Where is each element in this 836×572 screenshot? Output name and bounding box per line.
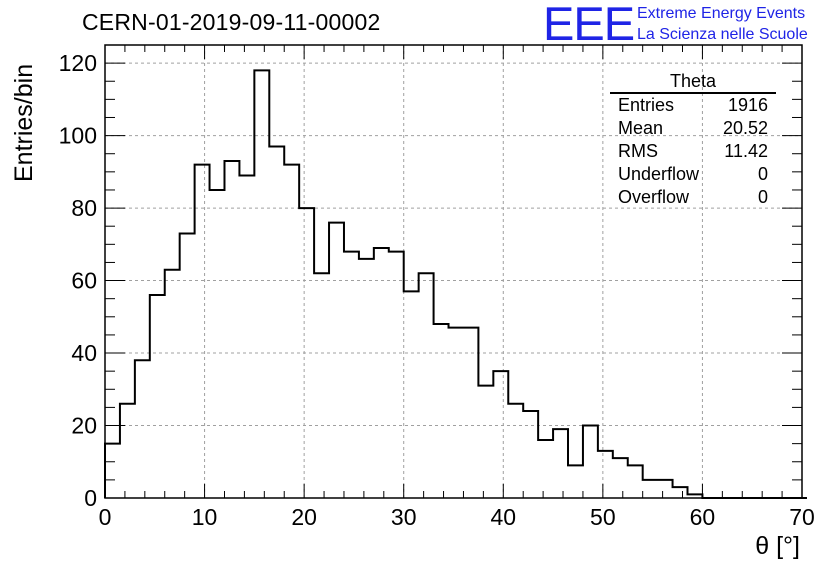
stats-row-rms: RMS 11.42 xyxy=(610,140,776,163)
stats-value: 11.42 xyxy=(724,141,768,161)
stats-box: Theta Entries 1916 Mean 20.52 RMS 11.42 … xyxy=(610,70,776,209)
y-tick-label: 60 xyxy=(71,268,97,294)
x-tick-label: 20 xyxy=(291,504,317,530)
grid-lines xyxy=(105,45,802,498)
histogram-bin xyxy=(329,223,344,498)
histogram-bin xyxy=(493,371,508,498)
x-axis-label: θ [°] xyxy=(755,532,800,560)
stats-value: 0 xyxy=(757,187,768,207)
histogram-bin xyxy=(165,270,180,498)
histogram-bin xyxy=(210,190,225,498)
histogram-bin xyxy=(314,273,329,498)
histogram-bin xyxy=(224,161,239,498)
histogram-bin xyxy=(583,426,598,498)
x-tick-label: 0 xyxy=(99,504,112,530)
histogram-bin xyxy=(195,165,210,498)
stats-label: Mean xyxy=(618,118,664,138)
stats-row-underflow: Underflow 0 xyxy=(610,163,776,186)
histogram-bin xyxy=(538,440,553,498)
histogram-bin xyxy=(389,252,404,498)
histogram-bin xyxy=(180,233,195,498)
histogram-bin xyxy=(239,175,254,498)
histogram-bin xyxy=(135,360,150,498)
x-tick-label: 50 xyxy=(590,504,616,530)
histogram-bin xyxy=(673,487,688,498)
histogram-bin xyxy=(404,291,419,498)
x-tick-label: 40 xyxy=(490,504,516,530)
stats-value: 1916 xyxy=(727,95,768,115)
y-tick-label: 20 xyxy=(71,413,97,439)
x-tick-label: 30 xyxy=(391,504,417,530)
histogram-bin xyxy=(553,429,568,498)
histogram-bin xyxy=(254,70,269,498)
histogram-bin xyxy=(344,252,359,498)
run-title: CERN-01-2019-09-11-00002 xyxy=(82,9,381,35)
eee-logo-letters: EEE xyxy=(543,0,635,50)
logo-text-line1: Extreme Energy Events xyxy=(637,5,806,22)
histogram-outline xyxy=(104,69,807,499)
histogram-bin xyxy=(523,411,538,498)
histogram-bin xyxy=(359,259,374,498)
y-axis-label: Entries/bin xyxy=(10,63,38,182)
histogram-bin xyxy=(478,386,493,498)
histogram-bin xyxy=(284,165,299,498)
histogram-bin xyxy=(613,458,628,498)
y-tick-label: 0 xyxy=(84,485,97,511)
y-tick-label: 100 xyxy=(59,123,97,149)
histogram-bin xyxy=(105,444,120,498)
histogram-bin xyxy=(658,480,673,498)
x-tick-label: 70 xyxy=(789,504,815,530)
stats-label: RMS xyxy=(618,141,658,161)
x-tick-label: 60 xyxy=(690,504,716,530)
stats-value: 0 xyxy=(757,164,768,184)
stats-row-mean: Mean 20.52 xyxy=(610,117,776,140)
histogram-bin xyxy=(568,465,583,498)
histogram-bin xyxy=(449,328,464,498)
logo-text-line2: La Scienza nelle Scuole xyxy=(637,26,808,43)
plot-frame xyxy=(104,44,803,499)
y-tick-label: 40 xyxy=(71,340,97,366)
histogram-bin xyxy=(598,451,613,498)
y-tick-label: 120 xyxy=(59,50,97,76)
stats-label: Overflow xyxy=(618,187,690,207)
histogram-bin xyxy=(374,248,389,498)
stats-label: Entries xyxy=(618,95,675,115)
eee-logo: EEE Extreme Energy Events La Scienza nel… xyxy=(543,0,835,50)
histogram-bin xyxy=(643,480,658,498)
histogram-bins xyxy=(104,69,807,499)
histogram-bin xyxy=(150,295,165,498)
histogram-bin xyxy=(419,273,434,498)
stats-row-entries: Entries 1916 xyxy=(610,94,776,117)
histogram-bin xyxy=(628,465,643,498)
histogram-bin xyxy=(463,328,478,498)
histogram-bin xyxy=(299,208,314,498)
stats-label: Underflow xyxy=(618,164,700,184)
stats-value: 20.52 xyxy=(722,118,768,138)
histogram-bin xyxy=(508,404,523,498)
y-tick-label: 80 xyxy=(71,195,97,221)
stats-title: Theta xyxy=(610,70,776,94)
histogram-bin xyxy=(269,146,284,498)
stats-row-overflow: Overflow 0 xyxy=(610,186,776,209)
tick-labels: 0 10 20 30 40 50 60 70 0 20 40 60 80 100 120 xyxy=(59,50,815,530)
x-tick-label: 10 xyxy=(192,504,218,530)
histogram-bin xyxy=(434,324,449,498)
histogram-bin xyxy=(120,404,135,498)
